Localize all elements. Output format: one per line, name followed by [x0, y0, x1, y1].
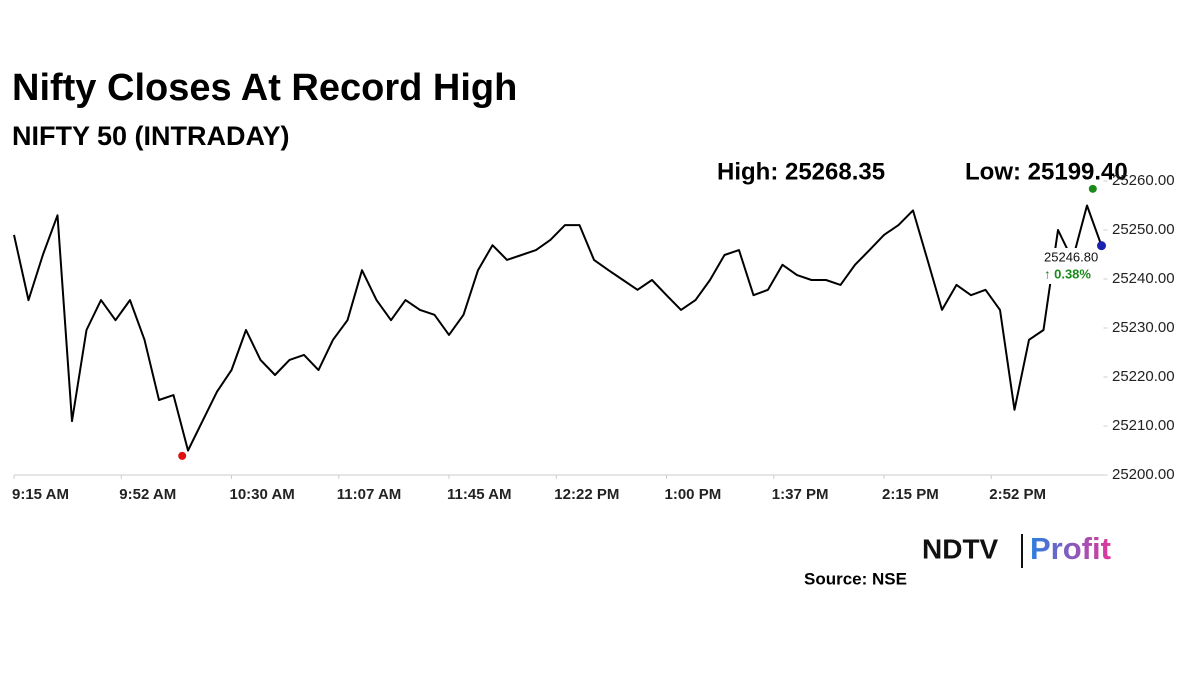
last-value-label: 25246.80 — [1044, 249, 1098, 264]
chart-subtitle: NIFTY 50 (INTRADAY) — [12, 121, 290, 151]
last-label-box — [1041, 248, 1103, 284]
x-tick-label: 9:52 AM — [119, 486, 176, 503]
x-tick-label: 11:07 AM — [337, 486, 401, 503]
high-point — [1088, 184, 1097, 193]
y-tick-label: 25260.00 — [1112, 172, 1175, 189]
x-tick-label: 11:45 AM — [447, 486, 511, 503]
high-annotation: High: 25268.35 — [717, 158, 885, 185]
y-tick-label: 25240.00 — [1112, 270, 1175, 287]
x-tick-label: 10:30 AM — [230, 486, 295, 503]
low-annotation: Low: 25199.40 — [965, 158, 1128, 185]
logo-ndtv: NDTV — [922, 533, 999, 564]
low-point — [178, 451, 187, 460]
price-line — [13, 204, 1103, 452]
x-tick-label: 2:52 PM — [989, 486, 1046, 503]
x-tick-label: 1:00 PM — [665, 486, 722, 503]
last-point — [1097, 241, 1106, 251]
x-tick-label: 12:22 PM — [554, 486, 619, 503]
y-tick-label: 25210.00 — [1112, 417, 1175, 434]
y-tick-label: 25250.00 — [1112, 221, 1175, 238]
y-tick-label: 25230.00 — [1112, 319, 1175, 336]
last-change-label: ↑ 0.38% — [1044, 266, 1091, 281]
x-tick-label: 1:37 PM — [772, 486, 829, 503]
logo-profit: Profit — [1030, 531, 1111, 566]
y-tick-label: 25200.00 — [1112, 466, 1175, 483]
source: Source: NSE — [804, 569, 907, 588]
x-tick-label: 9:15 AM — [12, 486, 69, 503]
x-tick-label: 2:15 PM — [882, 486, 939, 503]
chart-title: Nifty Closes At Record High — [12, 67, 517, 109]
y-tick-label: 25220.00 — [1112, 368, 1175, 385]
